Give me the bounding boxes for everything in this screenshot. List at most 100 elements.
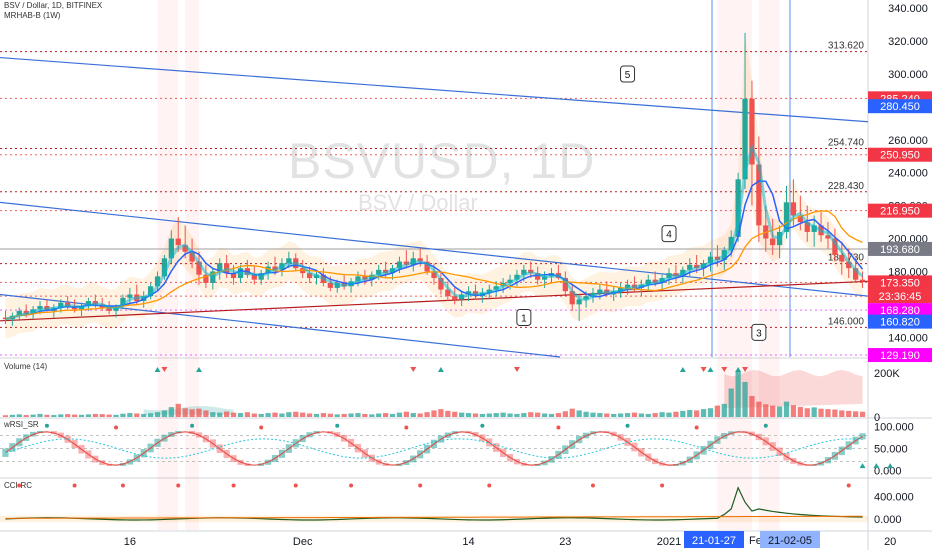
rsi-dot xyxy=(190,423,195,428)
volume-bar xyxy=(590,412,596,417)
level-label: 228.430 xyxy=(828,181,865,192)
rsi-arrow xyxy=(873,463,880,469)
cci-baseline xyxy=(5,515,863,519)
volume-bar xyxy=(687,409,693,417)
candle-body xyxy=(576,299,582,305)
volume-bar xyxy=(541,413,548,417)
price-tag xyxy=(868,314,932,329)
cci-dot xyxy=(590,483,595,488)
volume-bar xyxy=(735,370,741,417)
signal-arrow xyxy=(679,367,686,372)
candle-body xyxy=(376,269,382,275)
volume-bar xyxy=(348,413,354,417)
volume-bar xyxy=(500,412,506,417)
signal-arrow xyxy=(161,367,168,372)
candle-body xyxy=(306,273,313,279)
wave-label: 5 xyxy=(625,70,631,81)
wave-label: 1 xyxy=(521,314,527,325)
candle-body xyxy=(355,276,361,282)
volume-bar xyxy=(251,413,257,417)
volume-bar xyxy=(756,401,762,417)
candle-body xyxy=(175,238,181,246)
price-tag xyxy=(868,203,932,218)
volume-bar xyxy=(707,408,714,417)
candle-body xyxy=(535,273,541,280)
volume-bar xyxy=(804,408,810,417)
volume-bar xyxy=(811,407,817,417)
volume-bar xyxy=(617,413,624,417)
volume-bar xyxy=(78,414,85,417)
price-axis-tick: 320.000 xyxy=(888,36,928,48)
volume-bar xyxy=(700,409,707,417)
volume-bar xyxy=(611,413,617,417)
symbol-line: BSV / Dollar, 1D, BITFINEX xyxy=(4,1,103,10)
volume-bar xyxy=(770,405,776,417)
watermark-ticker: BSVUSD, 1D xyxy=(288,133,596,189)
volume-bar xyxy=(147,413,154,417)
volume-bar xyxy=(714,405,721,417)
candle-body xyxy=(465,291,472,295)
volume-bar xyxy=(680,410,686,417)
volume-bar xyxy=(376,413,382,417)
price-tag-label: 193.680 xyxy=(880,244,920,256)
volume-bar xyxy=(286,412,292,417)
signal-arrow xyxy=(437,367,444,372)
volume-bar xyxy=(742,381,748,417)
price-tag-label: 250.950 xyxy=(880,150,920,162)
volume-bar xyxy=(23,415,29,417)
volume-bar xyxy=(134,413,140,417)
volume-bar xyxy=(431,410,437,417)
price-axis-tick: 140.000 xyxy=(888,332,928,344)
highlight-zone xyxy=(717,0,752,530)
candle-body xyxy=(286,258,292,264)
signal-arrow xyxy=(195,367,202,372)
candle-body xyxy=(230,273,237,279)
candle-body xyxy=(127,294,133,298)
candle-body xyxy=(859,279,866,282)
volume-bar xyxy=(161,410,168,417)
volume-bar xyxy=(783,401,790,417)
volume-bar xyxy=(514,413,520,417)
price-axis-tick: 340.000 xyxy=(888,3,928,15)
volume-bar xyxy=(141,413,147,417)
candle-body xyxy=(666,273,672,279)
rsi-line xyxy=(5,431,863,466)
volume-bar xyxy=(403,411,409,417)
volume-bar xyxy=(196,408,202,417)
volume-bar xyxy=(85,414,92,417)
price-tag-label: 216.950 xyxy=(880,206,920,218)
wave-label-box xyxy=(751,323,767,341)
volume-bar xyxy=(818,408,824,417)
volume-bar xyxy=(597,413,603,417)
highlight-zone xyxy=(758,0,780,530)
time-axis-label: 23 xyxy=(559,536,571,548)
volume-bar xyxy=(175,403,181,417)
volume-bar xyxy=(106,414,112,417)
wave-label: 4 xyxy=(666,230,672,241)
rsi-dot xyxy=(694,425,699,430)
rsi-dot xyxy=(259,425,264,430)
candle-body xyxy=(196,261,202,275)
volume-bar xyxy=(244,412,251,417)
candle-body xyxy=(189,251,195,262)
cci-dot xyxy=(176,483,181,488)
symbol-legend[interactable]: BSV / Dollar, 1D, BITFINEX MRHAB-B (1W) xyxy=(4,1,102,21)
price-tag-label: 168.280 xyxy=(880,305,920,317)
rsi-dot xyxy=(480,423,485,428)
volume-bar xyxy=(776,406,783,417)
volume-bar xyxy=(694,410,700,417)
candle-body xyxy=(832,238,838,255)
candle-body xyxy=(438,278,444,290)
candle-body xyxy=(251,274,257,280)
volume-bar xyxy=(182,408,188,417)
rsi-axis-tick: 100.000 xyxy=(874,422,914,434)
volume-bar xyxy=(265,413,271,417)
volume-bar xyxy=(320,413,327,417)
signal-arrow xyxy=(700,367,707,372)
volume-bar xyxy=(569,408,575,417)
volume-bar xyxy=(168,407,174,417)
volume-bar xyxy=(237,413,244,417)
cci-dot xyxy=(293,483,298,488)
volume-bar xyxy=(521,413,527,417)
